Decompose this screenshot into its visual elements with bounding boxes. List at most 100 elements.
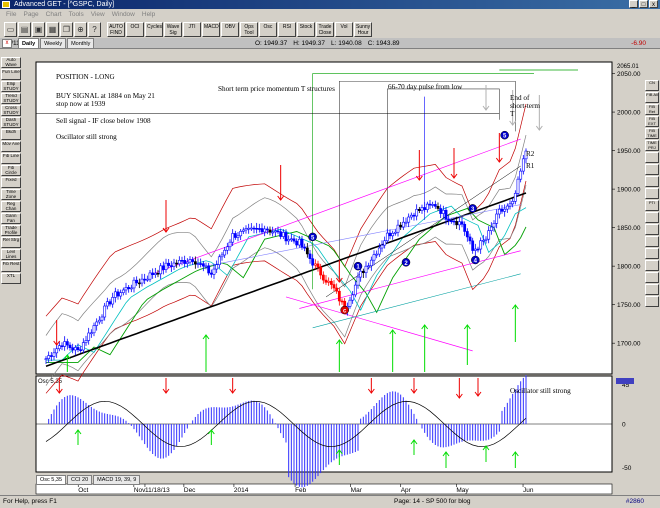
menu-tools[interactable]: Tools — [68, 11, 84, 18]
candle-body — [452, 220, 456, 223]
momentum-note: Short term price momentum T structures — [218, 85, 335, 93]
toolbar-button-10[interactable]: Stock — [297, 21, 315, 37]
right-tool-10[interactable]: PTI — [645, 200, 659, 211]
candle-body — [279, 231, 283, 237]
osc-axis-label: 45 — [622, 382, 630, 389]
candle-body — [268, 229, 272, 233]
toolbar-button-13[interactable]: Sunny Hour — [354, 21, 372, 37]
toolbar-button-9[interactable]: RSI — [278, 21, 296, 37]
menu-view[interactable]: View — [90, 11, 105, 18]
toolbar-button-5[interactable]: MACD — [202, 21, 220, 37]
wave-label: 4 — [474, 258, 478, 264]
left-tool-9[interactable]: Fib Circle — [1, 165, 21, 176]
toolbar-button-7[interactable]: Ops Tool — [240, 21, 258, 37]
left-tool-7[interactable]: Mov Ave — [1, 141, 21, 152]
candle-body — [207, 265, 211, 274]
new-icon[interactable]: ▭ — [4, 21, 17, 37]
open-value: 1949.37 — [263, 40, 288, 47]
right-tool-2[interactable]: FIB Ret — [645, 104, 659, 115]
toolbar-button-6[interactable]: OBV — [221, 21, 239, 37]
price-top-label: 2065.01 — [617, 64, 639, 70]
left-tool-14[interactable]: Trade Profile — [1, 225, 21, 236]
toolbar-button-2[interactable]: Cycles — [145, 21, 163, 37]
toolbar-button-0[interactable]: AUTO FIND — [107, 21, 125, 37]
left-tool-3[interactable]: Trend STUDY — [1, 93, 21, 104]
right-tool-5[interactable]: TIME PRJ — [645, 140, 659, 151]
maximize-button[interactable]: □ — [639, 0, 648, 8]
left-tool-11[interactable]: Time Zone — [1, 189, 21, 200]
right-tool-1[interactable]: FIB All — [645, 92, 659, 103]
close-button[interactable]: x — [649, 0, 658, 8]
left-tool-10[interactable]: Fixed — [1, 177, 21, 188]
candle-body — [289, 238, 293, 241]
right-tool-12[interactable] — [645, 224, 659, 235]
left-tool-13[interactable]: Gann Fan — [1, 213, 21, 224]
right-tool-16[interactable] — [645, 272, 659, 283]
toolbar-button-4[interactable]: JTI — [183, 21, 201, 37]
right-tool-15[interactable] — [645, 260, 659, 271]
t-structure — [339, 80, 516, 278]
right-tool-0[interactable]: CN — [645, 80, 659, 91]
left-tool-6[interactable]: Bkdh — [1, 129, 21, 140]
time-axis-label: Dec — [184, 487, 196, 494]
right-tool-3[interactable]: FIB EXT — [645, 116, 659, 127]
right-tool-14[interactable] — [645, 248, 659, 259]
candle-body — [68, 344, 72, 349]
menu-file[interactable]: File — [6, 11, 17, 18]
right-tool-9[interactable] — [645, 188, 659, 199]
t-structure — [387, 88, 500, 236]
menu-window[interactable]: Window — [111, 11, 135, 18]
right-tool-13[interactable] — [645, 236, 659, 247]
right-tool-11[interactable] — [645, 212, 659, 223]
left-tool-12[interactable]: Reg Chan — [1, 201, 21, 212]
candle-body — [167, 262, 171, 266]
wave-label: 5 — [503, 134, 507, 140]
left-tool-15[interactable]: Rel Strg — [1, 237, 21, 248]
menu-page[interactable]: Page — [23, 11, 39, 18]
save-icon[interactable]: ▣ — [32, 21, 45, 37]
toolbar-button-8[interactable]: Osc — [259, 21, 277, 37]
left-tool-8[interactable]: Fib Line — [1, 153, 21, 164]
end-note-3: T — [510, 110, 515, 118]
trendline — [205, 204, 521, 267]
left-tool-2[interactable]: Ellip STUDY — [1, 81, 21, 92]
tab-osc[interactable]: Osc 5,35 — [36, 475, 67, 485]
toolbar-button-1[interactable]: OCI — [126, 21, 144, 37]
left-tool-18[interactable]: XTL — [1, 273, 21, 284]
help-icon[interactable]: ? — [88, 21, 101, 37]
left-tool-16[interactable]: Levl Lines — [1, 249, 21, 260]
toolbar-button-3[interactable]: Wave Sig — [164, 21, 182, 37]
left-tool-4[interactable]: Cross STUDY — [1, 105, 21, 116]
print-icon[interactable]: ▦ — [46, 21, 59, 37]
tab-weekly[interactable]: Weekly — [40, 38, 67, 49]
menu-help[interactable]: Help — [141, 11, 156, 18]
tab-daily[interactable]: Daily — [18, 38, 40, 49]
right-tool-4[interactable]: FIB TIME — [645, 128, 659, 139]
left-tool-0[interactable]: Auto Wave — [1, 57, 21, 68]
right-tool-6[interactable] — [645, 152, 659, 163]
chart-window: 06/11/14 O: 1949.37 H: 1949.37 L: 1940.0… — [0, 38, 660, 508]
candle-body — [473, 248, 477, 251]
open-icon[interactable]: ▤ — [18, 21, 31, 37]
zoom-icon[interactable]: ⊕ — [74, 21, 87, 37]
tab-monthly[interactable]: Monthly — [67, 38, 95, 49]
tab-macd[interactable]: MACD 19, 39, 9 — [93, 475, 141, 485]
menu-chart[interactable]: Chart — [45, 11, 62, 18]
toolbar-button-12[interactable]: Vol — [335, 21, 353, 37]
right-tool-8[interactable] — [645, 176, 659, 187]
chart-close-icon[interactable]: x — [2, 39, 12, 48]
tab-cci[interactable]: CCI 20 — [67, 475, 93, 485]
copy-icon[interactable]: ❐ — [60, 21, 73, 37]
toolbar-button-11[interactable]: Trade Close — [316, 21, 334, 37]
left-tool-5[interactable]: Dash STUDY — [1, 117, 21, 128]
right-tool-17[interactable] — [645, 284, 659, 295]
close-label: C: — [367, 40, 375, 47]
time-axis-label: Feb — [295, 487, 307, 494]
left-tool-1[interactable]: Fun Line — [1, 69, 21, 80]
left-tool-17[interactable]: Fib Rest — [1, 261, 21, 272]
candle-body — [239, 231, 243, 237]
right-tool-18[interactable] — [645, 296, 659, 307]
right-tool-7[interactable] — [645, 164, 659, 175]
minimize-button[interactable]: _ — [629, 0, 638, 8]
